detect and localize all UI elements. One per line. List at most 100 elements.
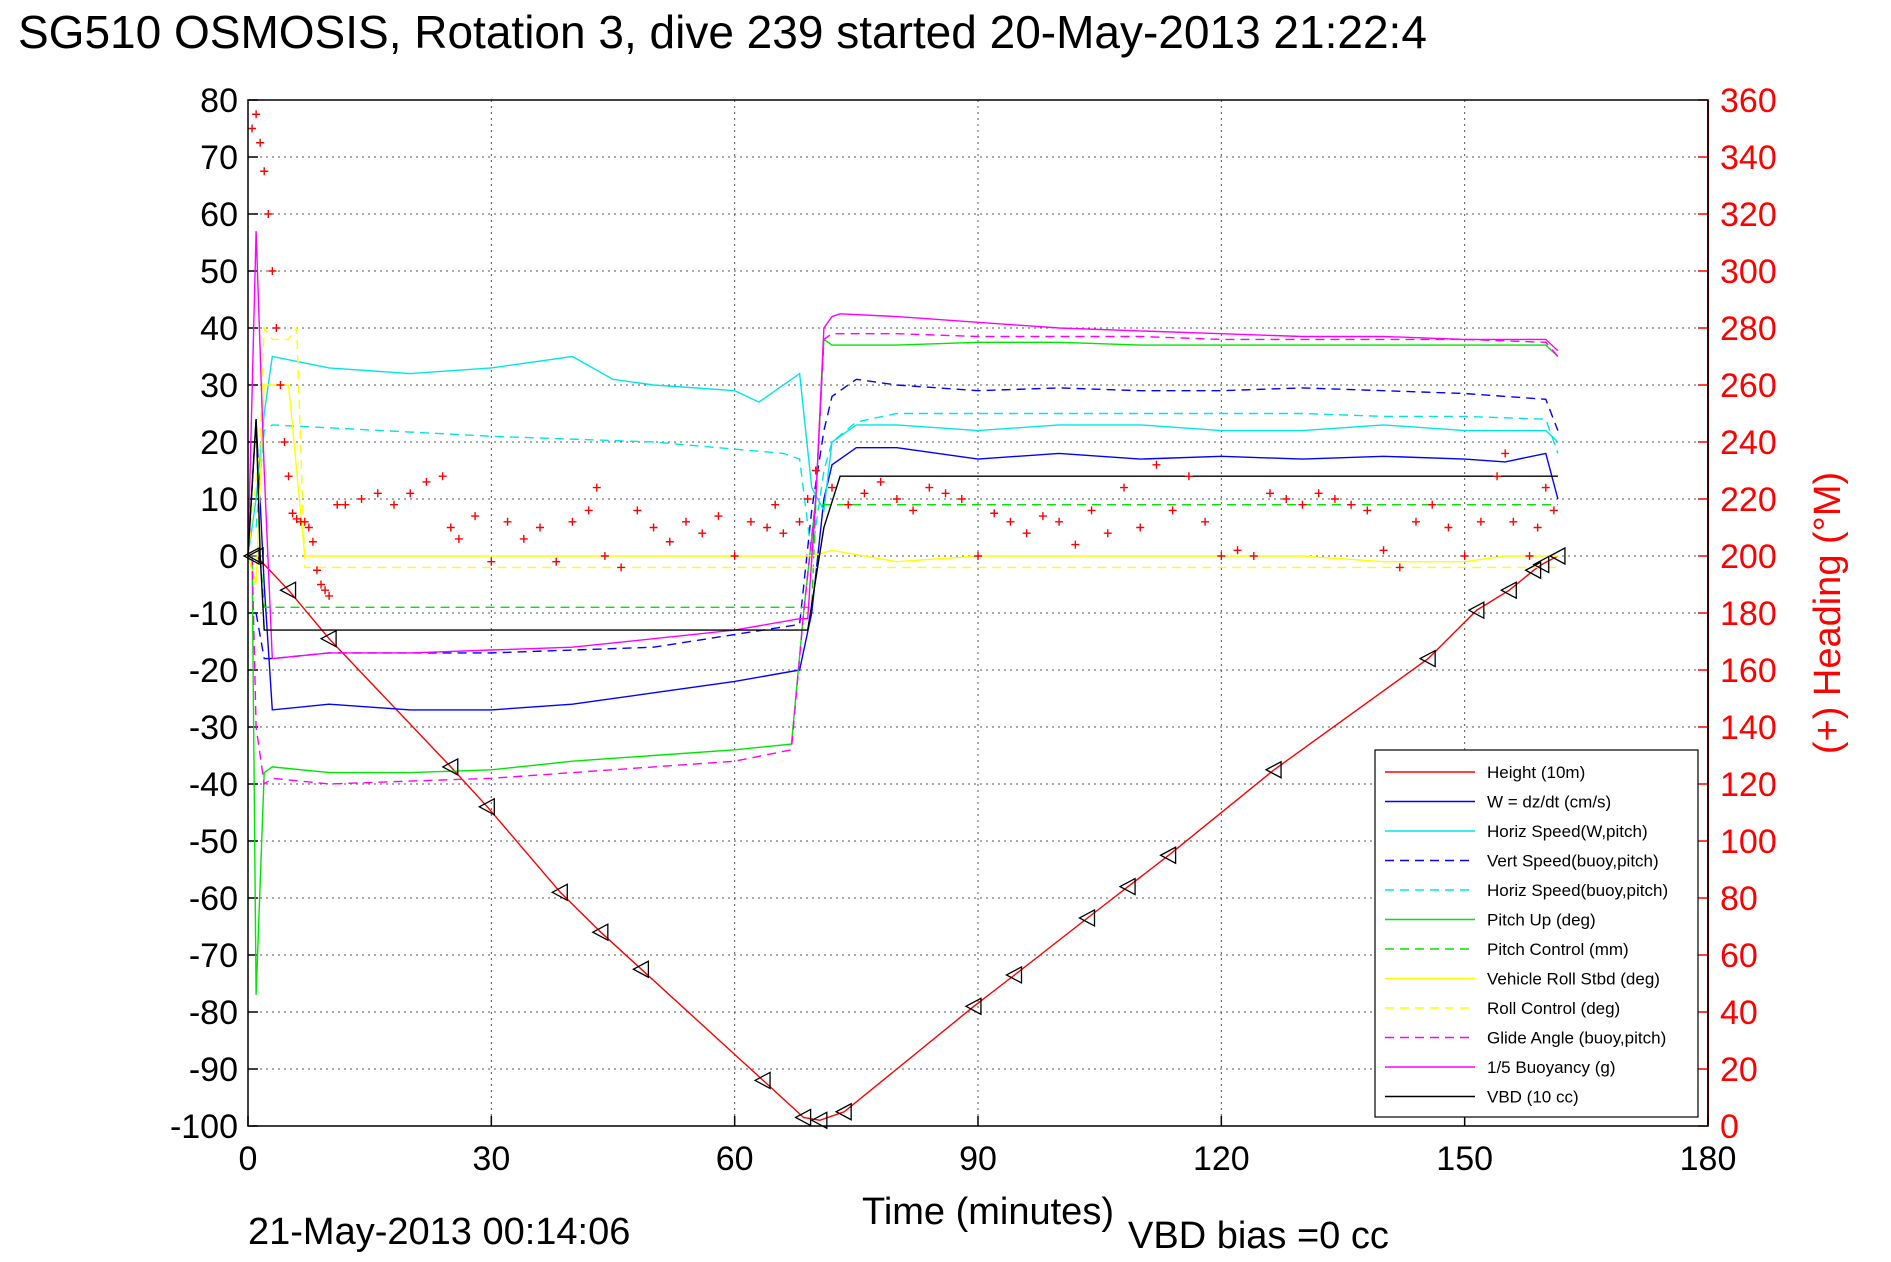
legend: Height (10m) W = dz/dt (cm/s) Horiz Speed(… xyxy=(1374,749,1699,1118)
series-line-8 xyxy=(247,325,1558,569)
heading-marker xyxy=(990,509,999,518)
heading-marker xyxy=(1363,506,1372,515)
series-layer xyxy=(247,231,1559,1122)
heading-marker xyxy=(300,517,309,526)
heading-marker xyxy=(876,477,885,486)
legend-label: Pitch Control (mm) xyxy=(1487,940,1629,959)
heading-marker xyxy=(390,500,398,509)
heading-marker xyxy=(325,591,334,600)
heading-marker xyxy=(665,537,674,546)
height-triangle-marker xyxy=(632,960,650,979)
heading-marker xyxy=(1533,523,1542,532)
series-line-3 xyxy=(255,378,1559,660)
heading-marker xyxy=(1330,495,1339,503)
heading-marker xyxy=(268,267,277,275)
heading-marker xyxy=(256,138,265,147)
heading-marker xyxy=(1476,517,1485,526)
height-triangle-marker xyxy=(242,546,260,566)
heading-marker xyxy=(795,517,804,526)
y-tick-label: 20 xyxy=(200,424,238,462)
heading-marker xyxy=(860,489,869,498)
heading-marker xyxy=(292,514,301,523)
heading-marker xyxy=(617,563,626,572)
heading-marker xyxy=(1549,506,1558,515)
legend-label: Vert Speed(buoy,pitch) xyxy=(1487,852,1659,871)
plot-frame xyxy=(247,99,1709,1127)
heading-marker xyxy=(1428,500,1437,509)
series-line-6 xyxy=(248,504,1558,608)
heading-marker xyxy=(438,472,447,481)
y2-tick-label: 120 xyxy=(1720,766,1777,804)
footer-timestamp: 21-May-2013 00:14:06 xyxy=(248,1211,630,1253)
heading-marker xyxy=(1087,506,1096,515)
series-line-5 xyxy=(251,338,1559,995)
heading-marker xyxy=(844,500,853,509)
x-tick-label: 60 xyxy=(716,1140,754,1178)
legend-label: Pitch Up (deg) xyxy=(1487,911,1596,930)
y2-tick-label: 320 xyxy=(1720,196,1777,234)
height-triangle-marker xyxy=(477,797,495,816)
heading-marker xyxy=(288,509,297,518)
heading-marker xyxy=(779,529,788,538)
height-triangle-marker xyxy=(1524,561,1542,580)
heading-marker xyxy=(1460,552,1469,560)
x-tick-label: 30 xyxy=(472,1140,510,1178)
height-triangle-marker xyxy=(1078,908,1096,928)
y2-tick-label: 360 xyxy=(1720,82,1777,120)
y-tick-label: 0 xyxy=(219,538,238,576)
heading-marker xyxy=(487,557,496,566)
heading-marker xyxy=(260,167,269,176)
x-tick-label: 150 xyxy=(1436,1140,1493,1178)
height-triangle-marker xyxy=(1264,760,1282,779)
legend-label: VBD (10 cc) xyxy=(1487,1088,1579,1107)
heading-marker xyxy=(317,580,325,589)
heading-marker xyxy=(1347,500,1356,509)
heading-marker xyxy=(536,523,544,532)
y2-tick-label: 160 xyxy=(1720,652,1777,690)
y2-tick-label: 200 xyxy=(1720,538,1777,576)
legend-label: Height (10m) xyxy=(1487,763,1585,782)
height-triangle-marker xyxy=(1532,555,1550,574)
y2-tick-label: 60 xyxy=(1720,937,1758,975)
right-axis-label: (+) Heading (°M) xyxy=(1807,472,1849,754)
heading-marker xyxy=(1136,523,1145,532)
heading-markers xyxy=(248,110,1558,600)
heading-marker xyxy=(1071,540,1080,549)
heading-marker xyxy=(1217,552,1226,560)
legend-label: 1/5 Buoyancy (g) xyxy=(1487,1058,1616,1077)
legend-label: W = dz/dt (cm/s) xyxy=(1487,793,1611,812)
heading-marker xyxy=(248,124,257,133)
heading-marker xyxy=(909,506,918,515)
x-axis: 0 30 60 90 120 150 180 xyxy=(239,1116,1736,1178)
series-line-1 xyxy=(247,419,1559,711)
height-markers xyxy=(242,546,1566,1130)
height-triangle-marker xyxy=(753,1071,771,1090)
heading-marker xyxy=(803,495,812,503)
heading-marker xyxy=(1541,483,1550,492)
heading-marker xyxy=(925,483,934,492)
series-line-0 xyxy=(252,555,1559,1122)
y-tick-label: 70 xyxy=(200,139,238,177)
legend-label: Vehicle Roll Stbd (deg) xyxy=(1487,970,1660,989)
heading-marker xyxy=(892,495,901,503)
y2-tick-label: 40 xyxy=(1720,994,1758,1032)
heading-marker xyxy=(568,517,577,526)
legend-box xyxy=(1374,749,1699,1118)
heading-marker xyxy=(321,586,330,595)
heading-marker xyxy=(1055,517,1064,526)
heading-marker xyxy=(771,500,780,509)
heading-marker xyxy=(584,506,593,515)
heading-marker xyxy=(519,534,528,543)
height-triangle-marker xyxy=(246,546,264,566)
height-triangle-marker xyxy=(1499,581,1517,600)
heading-marker xyxy=(304,523,313,532)
plot-title: SG510 OSMOSIS, Rotation 3, dive 239 star… xyxy=(18,6,1427,58)
series-line-4 xyxy=(255,412,1559,557)
y-tick-label: -10 xyxy=(189,595,238,633)
heading-marker xyxy=(592,483,601,492)
heading-marker xyxy=(1022,529,1031,538)
heading-marker xyxy=(1509,517,1518,526)
heading-marker xyxy=(446,523,455,532)
y-tick-label: 60 xyxy=(200,196,238,234)
heading-marker xyxy=(1395,563,1404,572)
